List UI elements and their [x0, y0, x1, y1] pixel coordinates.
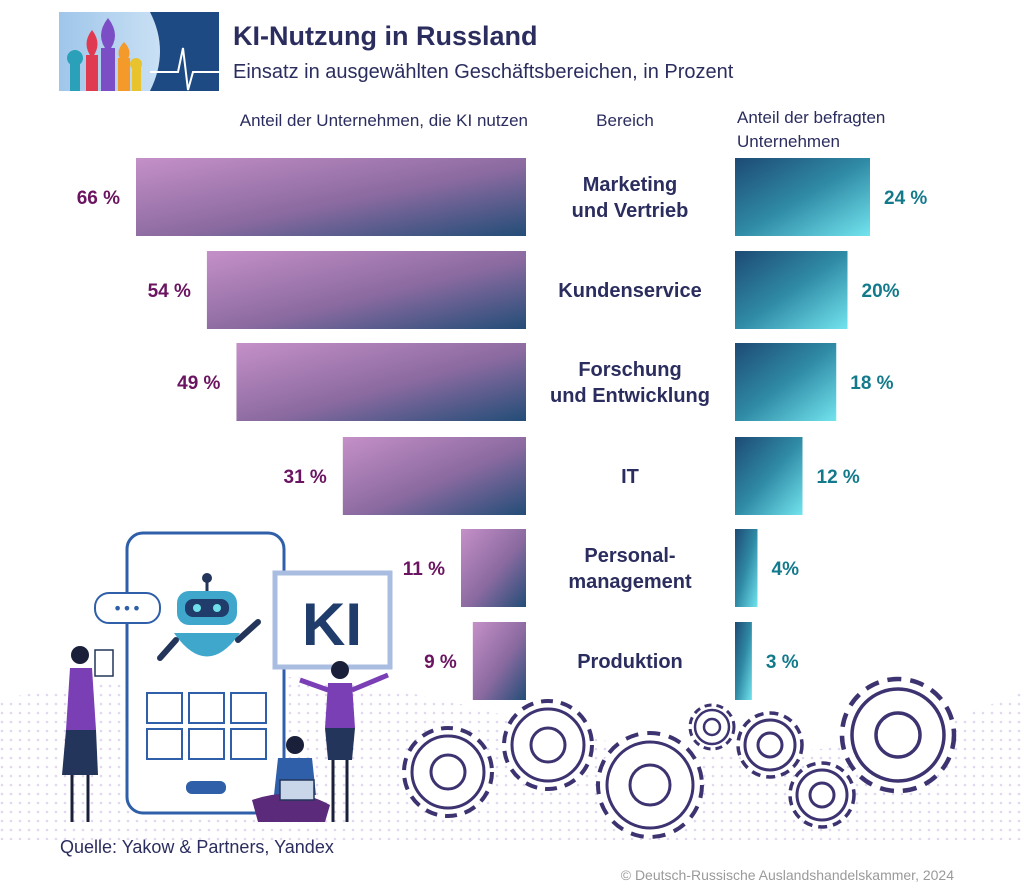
speech-bubble-text: ••• — [113, 599, 141, 618]
category-label: Personal-management — [568, 545, 692, 593]
left-data-label: 11 % — [403, 559, 445, 580]
app-icon-grid — [146, 692, 267, 760]
ai-illustration: KI ••• — [62, 531, 393, 822]
left-bar — [461, 529, 526, 607]
microscope-app-icon — [146, 728, 183, 760]
ki-sign-text: KI — [302, 591, 362, 658]
left-data-label: 54 % — [148, 281, 191, 302]
right-column-header: Anteil der befragten Unternehmen — [737, 108, 890, 151]
left-data-label: 9 % — [424, 652, 457, 673]
left-data-label: 49 % — [177, 373, 220, 394]
gear-icon — [402, 726, 494, 818]
category-label-line: und Vertrieb — [572, 200, 689, 222]
category-label-line: Produktion — [577, 651, 683, 673]
category-label-line: Personal- — [584, 545, 675, 567]
page-subtitle: Einsatz in ausgewählten Geschäftsbereich… — [233, 61, 734, 83]
center-column-header: Bereich — [596, 111, 654, 130]
left-bar — [342, 437, 526, 515]
speech-bubble: ••• — [94, 592, 161, 624]
right-bar — [735, 343, 837, 421]
left-data-label: 66 % — [77, 188, 120, 209]
gear-icon — [736, 711, 804, 779]
source-note: Quelle: Yakow & Partners, Yandex — [60, 837, 334, 857]
robot-arm-app-icon — [188, 728, 225, 760]
factory-app-icon — [188, 692, 225, 724]
right-bar-series — [735, 158, 870, 700]
header-logo — [59, 12, 219, 91]
gear-icon — [502, 699, 594, 791]
left-data-label: 31 % — [284, 467, 327, 488]
category-label: Kundenservice — [558, 280, 701, 302]
man-with-laptop-figure — [252, 736, 330, 822]
kremlin-domes-icon — [67, 18, 142, 91]
woman-pointing-figure — [299, 661, 389, 822]
left-bar — [472, 622, 526, 700]
right-bar — [735, 622, 752, 700]
category-label: Produktion — [577, 651, 683, 673]
gear-icon — [596, 731, 704, 839]
right-data-label: 3 % — [766, 652, 799, 673]
right-data-label: 18 % — [850, 373, 893, 394]
copyright-note: © Deutsch-Russische Auslandshandelskamme… — [621, 867, 954, 883]
right-bar — [735, 437, 803, 515]
right-bar — [735, 529, 758, 607]
usb-app-icon — [230, 728, 267, 760]
category-labels: Marketing und Vertrieb Kundenservice Forsch… — [550, 174, 710, 673]
right-data-label: 12 % — [817, 467, 860, 488]
woman-with-clipboard-figure — [62, 646, 114, 822]
gear-icon — [788, 761, 856, 829]
chart-app-icon — [146, 692, 183, 724]
category-label: Marketing und Vertrieb — [572, 174, 689, 222]
right-bar — [735, 158, 870, 236]
left-bar-series — [136, 158, 527, 700]
right-data-label: 4% — [772, 559, 800, 580]
category-label-line: IT — [621, 466, 639, 488]
left-bar — [236, 343, 527, 421]
gear-icon — [688, 703, 736, 751]
category-label-line: Forschung — [578, 359, 681, 381]
right-data-labels: 24 % 20% 18 % 12 % 4% 3 % — [766, 188, 928, 673]
ki-sign: KI — [272, 570, 393, 670]
pulse-line-icon — [150, 47, 219, 91]
page-title: KI-Nutzung in Russland — [233, 21, 537, 51]
left-column-header: Anteil der Unternehmen, die KI nutzen — [240, 111, 528, 130]
category-label-line: Kundenservice — [558, 280, 701, 302]
right-data-label: 24 % — [884, 188, 927, 209]
category-label-line: Marketing — [583, 174, 677, 196]
right-data-label: 20% — [862, 281, 900, 302]
right-column-header-line1: Anteil der befragten — [737, 108, 885, 127]
category-label: Forschung und Entwicklung — [550, 359, 710, 407]
gear-icon — [839, 676, 957, 794]
right-column-header-line2: Unternehmen — [737, 132, 840, 151]
left-bar — [136, 158, 526, 236]
category-label: IT — [621, 466, 639, 488]
left-bar — [206, 251, 526, 329]
network-app-icon — [230, 692, 267, 724]
category-label-line: und Entwicklung — [550, 385, 710, 407]
left-data-labels: 66 % 54 % 49 % 31 % 11 % 9 % — [77, 188, 457, 673]
phone-home-button — [186, 781, 226, 794]
gears-illustration — [402, 676, 957, 839]
category-label-line: management — [568, 571, 692, 593]
robot-icon — [157, 573, 261, 661]
right-bar — [735, 251, 848, 329]
